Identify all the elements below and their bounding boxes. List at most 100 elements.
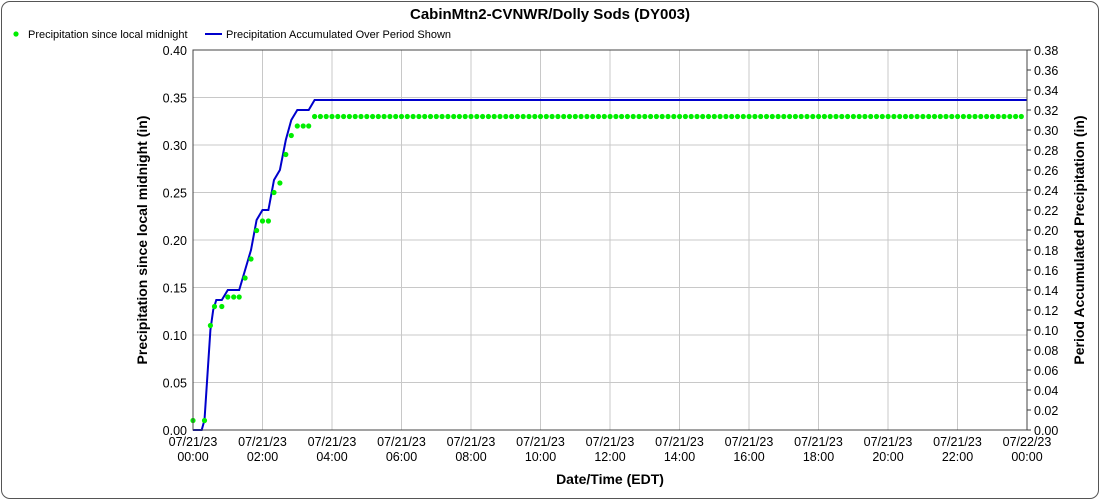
precip-since-midnight-point bbox=[636, 113, 642, 120]
precip-since-midnight-point bbox=[665, 113, 671, 120]
precip-since-midnight-point bbox=[265, 218, 271, 224]
precip-since-midnight-point bbox=[497, 113, 503, 120]
precip-since-midnight-point bbox=[404, 113, 410, 120]
x-tick-date: 07/21/23 bbox=[933, 435, 982, 449]
y-left-tick-label: 0.30 bbox=[163, 139, 187, 153]
x-tick-label: 07/21/23 00:00 bbox=[169, 435, 218, 464]
y-left-tick-label: 0.25 bbox=[163, 187, 187, 201]
precip-since-midnight-point bbox=[335, 113, 341, 120]
precip-since-midnight-point bbox=[283, 151, 289, 158]
x-tick-label: 07/21/23 20:00 bbox=[864, 435, 913, 464]
precip-since-midnight-point bbox=[451, 113, 457, 120]
x-tick-date: 07/21/23 bbox=[377, 435, 426, 449]
precip-since-midnight-point bbox=[711, 113, 717, 120]
precip-since-midnight-point bbox=[561, 113, 567, 120]
precip-since-midnight-point bbox=[752, 113, 758, 120]
precip-since-midnight-point bbox=[926, 113, 932, 120]
precip-since-midnight-point bbox=[375, 113, 381, 120]
precip-since-midnight-point bbox=[677, 113, 683, 120]
y-right-tick-label: 0.02 bbox=[1034, 404, 1058, 418]
plot-area-border bbox=[192, 49, 1028, 431]
x-tick-label: 07/21/23 08:00 bbox=[447, 435, 496, 464]
precip-since-midnight-point bbox=[885, 113, 891, 120]
precip-since-midnight-point bbox=[288, 132, 294, 139]
precip-since-midnight-point bbox=[231, 294, 237, 300]
precip-since-midnight-point bbox=[381, 113, 387, 120]
precip-since-midnight-point bbox=[439, 113, 445, 120]
precip-since-midnight-point bbox=[769, 113, 775, 120]
precip-since-midnight-point bbox=[960, 113, 967, 120]
x-tick-date: 07/22/23 bbox=[1003, 435, 1052, 449]
precip-since-midnight-point bbox=[462, 113, 468, 120]
precip-since-midnight-point bbox=[1018, 113, 1024, 120]
x-tick-date: 07/21/23 bbox=[586, 435, 635, 449]
precip-since-midnight-point bbox=[694, 113, 700, 120]
precip-since-midnight-point bbox=[341, 113, 347, 120]
y-right-tick-label: 0.26 bbox=[1034, 164, 1058, 178]
precip-since-midnight-point bbox=[1007, 113, 1013, 120]
x-tick-date: 07/21/23 bbox=[169, 435, 218, 449]
y-left-tick-label: 0.05 bbox=[163, 377, 187, 391]
y-right-tick-label: 0.32 bbox=[1034, 104, 1058, 118]
gridlines bbox=[192, 49, 1028, 431]
x-tick-label: 07/21/23 18:00 bbox=[794, 435, 843, 464]
precip-since-midnight-point bbox=[532, 113, 538, 120]
precip-since-midnight-point bbox=[346, 113, 352, 120]
precip-since-midnight-point bbox=[387, 113, 393, 120]
legend-label-accumulated: Precipitation Accumulated Over Period Sh… bbox=[226, 29, 451, 41]
precip-since-midnight-point bbox=[682, 113, 689, 120]
x-tick-time: 12:00 bbox=[594, 450, 625, 464]
precip-since-midnight-point bbox=[897, 113, 903, 120]
precip-since-midnight-point bbox=[810, 113, 816, 120]
precip-since-midnight-point bbox=[601, 113, 607, 120]
precip-since-midnight-point bbox=[211, 303, 218, 310]
precip-since-midnight-point bbox=[966, 113, 972, 120]
x-tick-label: 07/21/23 04:00 bbox=[308, 435, 357, 464]
precip-since-midnight-point bbox=[271, 189, 277, 196]
precip-since-midnight-point bbox=[207, 322, 213, 329]
precip-since-midnight-point bbox=[671, 113, 677, 120]
precip-since-midnight-point bbox=[248, 256, 254, 262]
x-tick-time: 16:00 bbox=[733, 450, 764, 464]
x-tick-label: 07/21/23 12:00 bbox=[586, 435, 635, 464]
precip-since-midnight-point bbox=[734, 113, 741, 120]
precip-since-midnight-point bbox=[781, 113, 787, 120]
precip-since-midnight-point bbox=[839, 113, 845, 120]
precip-since-midnight-point bbox=[775, 113, 781, 120]
x-tick-label: 07/21/23 14:00 bbox=[655, 435, 704, 464]
x-tick-date: 07/21/23 bbox=[794, 435, 843, 449]
precip-since-midnight-point bbox=[798, 113, 804, 120]
series-layer bbox=[190, 99, 1027, 431]
precip-since-midnight-point bbox=[908, 113, 914, 120]
precip-since-midnight-point bbox=[914, 113, 920, 120]
precip-since-midnight-point bbox=[219, 303, 225, 310]
y-right-tick-label: 0.18 bbox=[1034, 244, 1058, 258]
x-tick-date: 07/21/23 bbox=[725, 435, 774, 449]
x-tick-time: 20:00 bbox=[872, 450, 903, 464]
precip-since-midnight-point bbox=[503, 113, 509, 120]
x-tick-time: 04:00 bbox=[316, 450, 347, 464]
y-right-tick-label: 0.00 bbox=[1034, 424, 1058, 438]
y-right-tick-label: 0.30 bbox=[1034, 124, 1058, 138]
precip-since-midnight-point bbox=[700, 113, 706, 120]
precip-since-midnight-point bbox=[729, 113, 735, 120]
precip-since-midnight-point bbox=[607, 113, 613, 120]
precip-since-midnight-point bbox=[653, 113, 660, 120]
precip-since-midnight-point bbox=[433, 113, 439, 120]
precip-since-midnight-point bbox=[833, 113, 839, 120]
precip-since-midnight-point bbox=[717, 113, 723, 120]
precip-since-midnight-point bbox=[827, 113, 833, 120]
precip-since-midnight-point bbox=[329, 113, 335, 120]
y-left-tick-label: 0.40 bbox=[163, 44, 187, 58]
precip-since-midnight-point bbox=[323, 113, 329, 120]
legend-label-since-midnight: Precipitation since local midnight bbox=[28, 29, 188, 41]
x-tick-label: 07/21/23 02:00 bbox=[238, 435, 287, 464]
precip-since-midnight-point bbox=[370, 113, 376, 120]
precip-since-midnight-point bbox=[955, 113, 961, 120]
precip-since-midnight-point bbox=[787, 113, 793, 120]
precip-since-midnight-point bbox=[873, 113, 880, 120]
precip-since-midnight-point bbox=[584, 113, 590, 120]
